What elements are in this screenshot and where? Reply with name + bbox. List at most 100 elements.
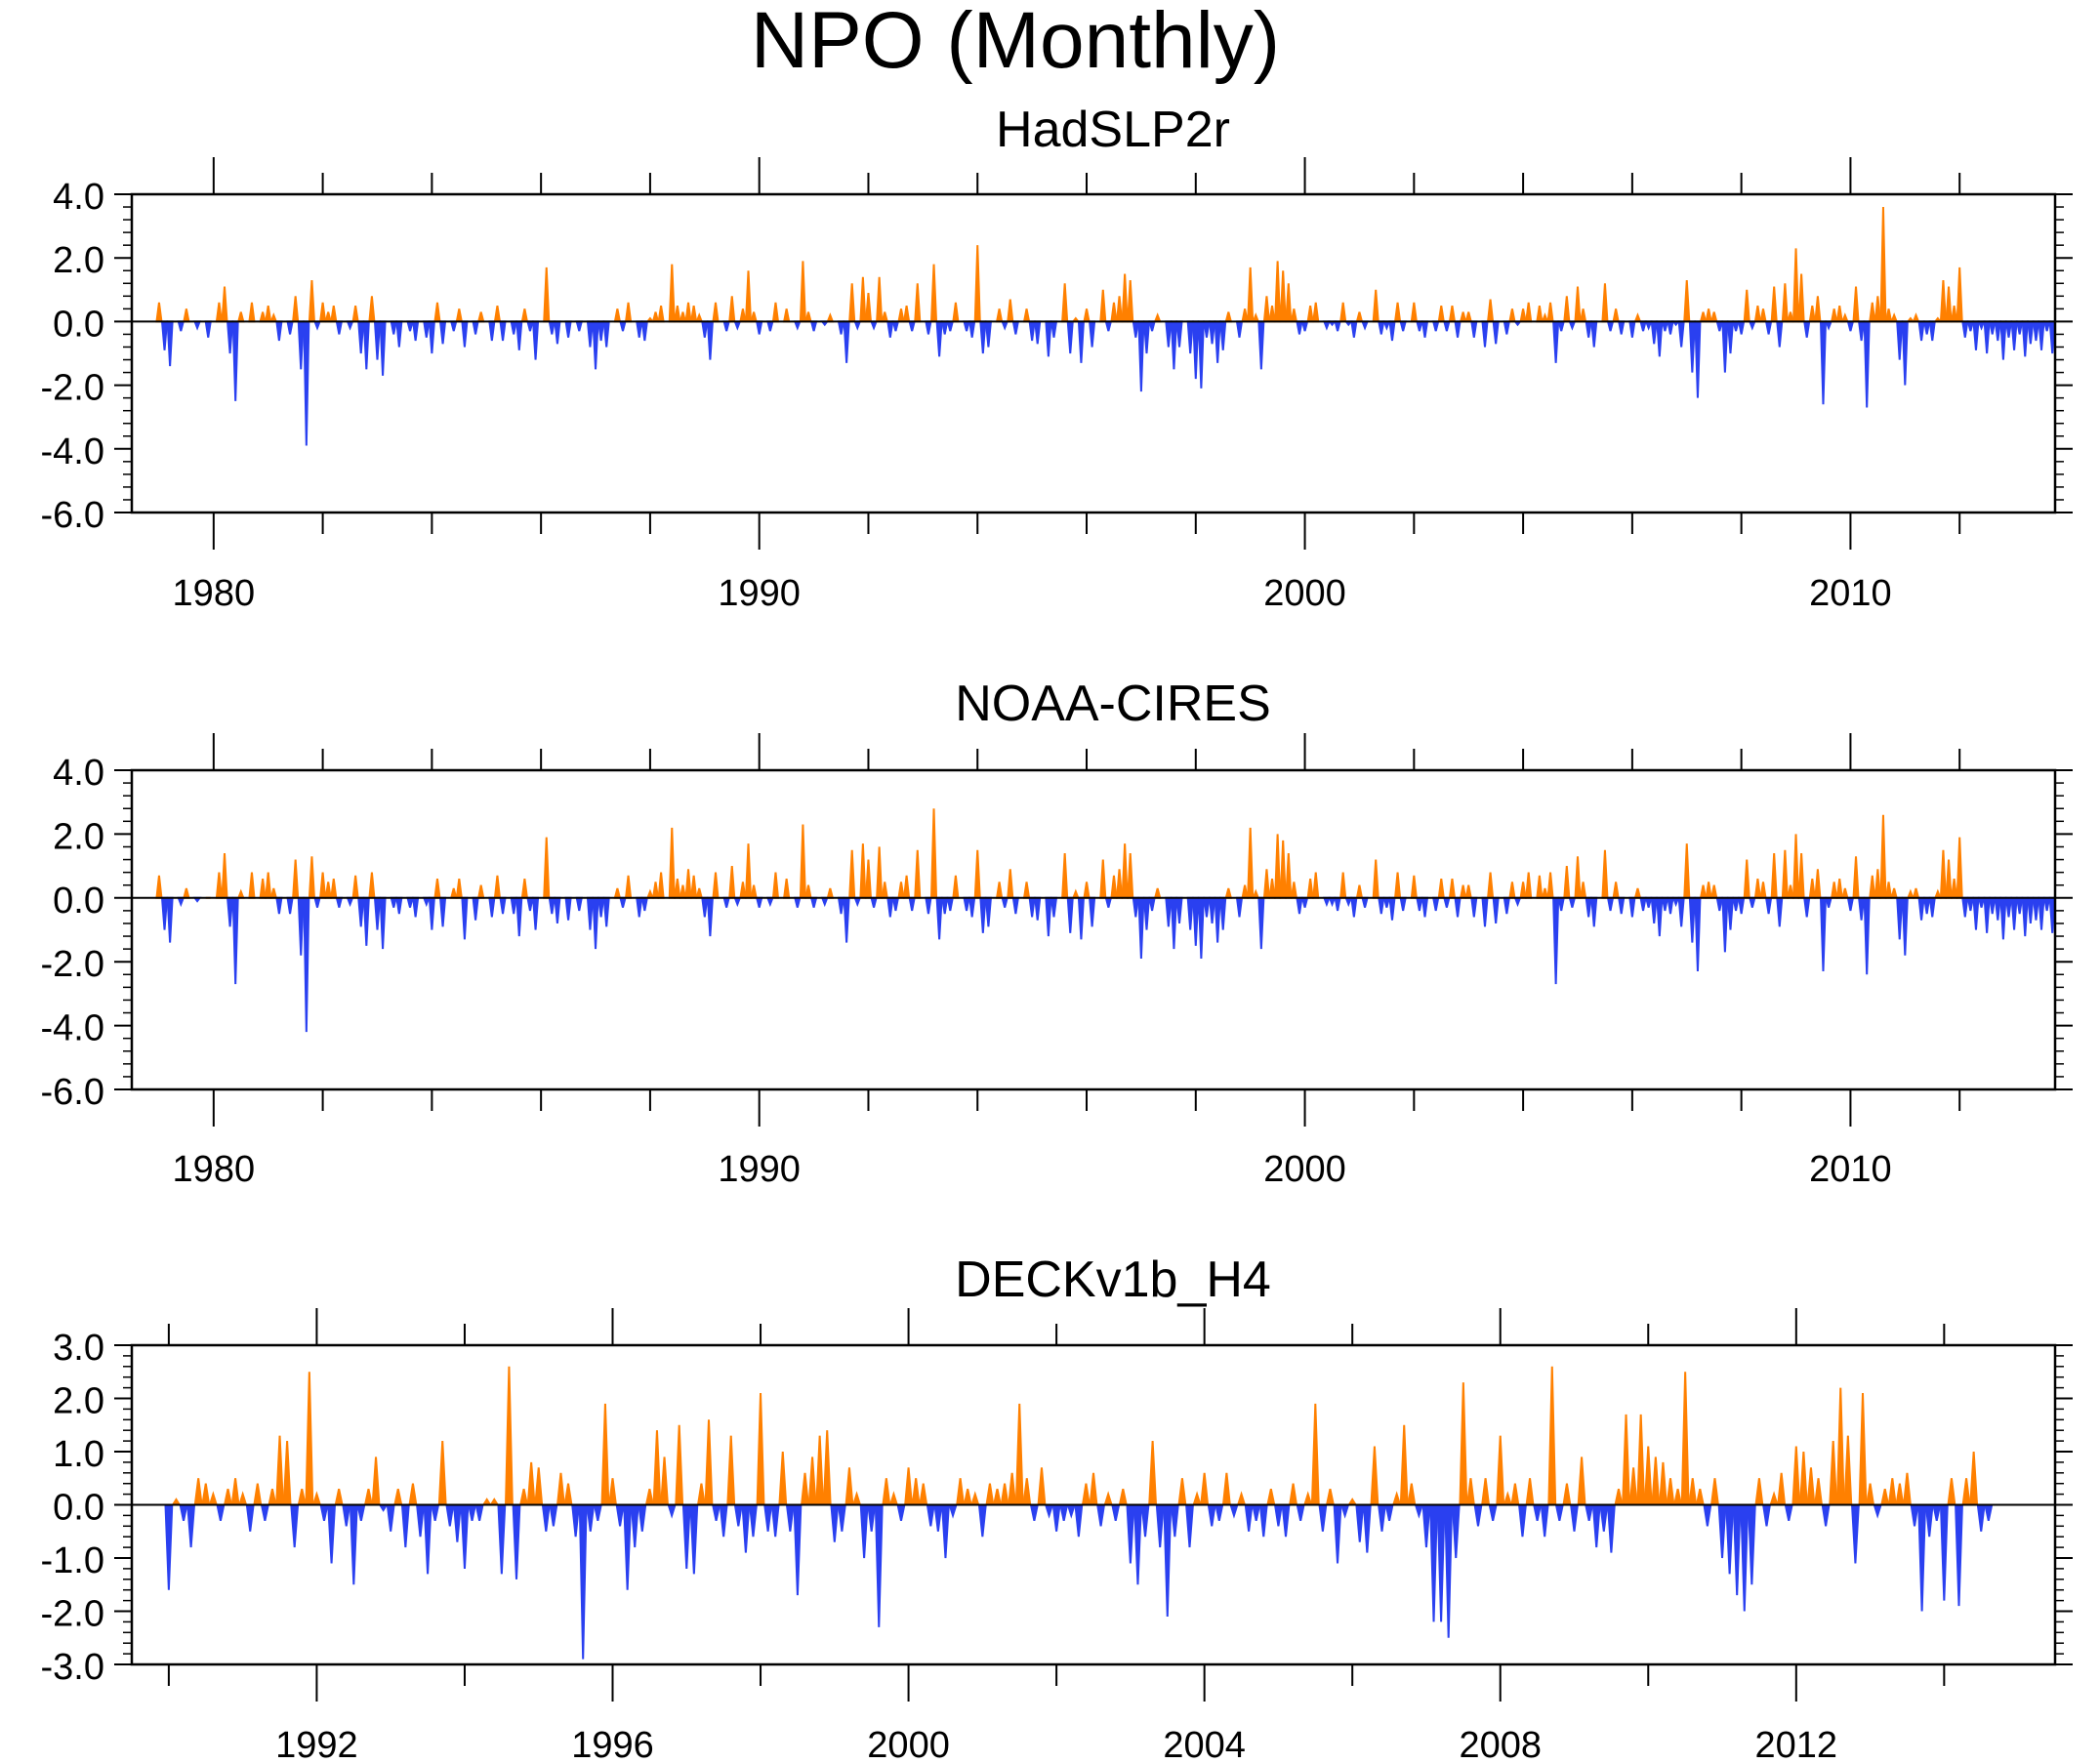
negative-area-mark [1703,1503,1712,1527]
negative-area-mark [1715,320,1724,332]
positive-area-mark [1852,856,1860,899]
negative-area-mark [395,320,403,348]
positive-area-mark [1781,283,1789,323]
negative-area-mark [748,1503,758,1538]
negative-area-mark [231,896,239,985]
negative-area-mark [554,320,561,345]
positive-area-mark [897,308,905,323]
positive-area-mark [1115,869,1124,899]
positive-area-mark [308,279,316,323]
negative-area-mark [275,896,283,915]
negative-area-mark [1503,896,1511,915]
negative-area-mark [2038,320,2045,350]
positive-area-mark [268,1488,277,1506]
y-tick-label: 2.0 [53,240,104,281]
positive-area-mark [864,292,873,323]
negative-area-mark [755,320,763,335]
y-tick-label: 0.0 [53,1488,104,1529]
negative-area-mark [313,896,321,908]
positive-area-mark [1508,308,1516,323]
negative-area-mark [1922,896,1931,915]
positive-area-mark [318,302,327,323]
negative-area-mark [1229,1503,1239,1519]
negative-area-mark [1148,320,1156,332]
negative-area-mark [1585,320,1592,338]
y-tick-label: 4.0 [53,177,104,218]
positive-area-mark [305,1372,314,1506]
negative-area-mark [1846,320,1855,332]
positive-area-mark [1865,1483,1875,1506]
positive-area-mark [1874,869,1881,899]
positive-area-mark [882,1478,891,1506]
positive-area-mark [712,872,720,899]
positive-area-mark [371,1456,381,1506]
negative-area-mark [1126,1503,1135,1564]
positive-area-mark [1547,1366,1557,1506]
positive-area-mark [1037,1467,1047,1506]
negative-area-mark [571,1503,581,1538]
negative-area-mark [1197,896,1205,959]
positive-area-mark [902,305,911,323]
negative-area-mark [578,1503,588,1660]
negative-area-mark [1599,1503,1609,1532]
negative-area-mark [1350,896,1358,918]
negative-area-mark [1540,1503,1549,1538]
negative-area-mark [1999,896,2007,940]
positive-area-mark [1410,875,1418,899]
negative-area-mark [160,896,169,930]
figure-title: NPO (Monthly) [750,0,1281,85]
positive-area-mark [1437,879,1445,899]
negative-area-mark [1355,1503,1365,1542]
negative-area-mark [564,320,572,338]
negative-area-mark [1617,320,1626,335]
negative-area-mark [1677,896,1685,927]
negative-area-mark [837,320,845,335]
panel-title: HadSLP2r [996,102,1230,158]
negative-area-mark [1917,320,1925,342]
positive-area-mark [1310,1403,1320,1506]
positive-area-mark [848,283,856,323]
positive-area-mark [183,308,190,323]
positive-area-mark [433,302,441,323]
positive-area-mark [1448,305,1457,323]
negative-area-mark [2010,896,2018,930]
negative-area-mark [1994,320,2001,342]
negative-area-mark [1994,896,2001,921]
positive-area-mark [826,887,835,899]
positive-area-mark [1759,882,1767,899]
positive-area-mark [1290,308,1298,323]
negative-area-mark [1999,320,2007,360]
positive-area-mark [684,302,692,323]
positive-area-mark [1895,1483,1905,1506]
negative-area-mark [1732,1503,1742,1596]
positive-area-mark [455,308,464,323]
negative-area-mark [1318,1503,1328,1532]
positive-area-mark [1153,887,1162,899]
negative-area-mark [1492,896,1500,924]
negative-area-mark [867,1503,877,1532]
positive-area-mark [782,879,791,899]
negative-area-mark [1976,1503,1986,1532]
negative-area-mark [1197,320,1205,389]
negative-area-mark [2015,320,2024,335]
positive-area-mark [1459,884,1467,899]
positive-area-mark [995,308,1004,323]
positive-area-mark [1510,1483,1520,1506]
negative-area-mark [1203,320,1211,338]
x-tick-label: 1990 [718,1149,801,1190]
negative-area-mark [1192,320,1200,380]
positive-area-mark [1787,884,1794,899]
positive-area-mark [330,879,338,899]
negative-area-mark [1901,320,1909,386]
positive-area-mark [914,849,922,899]
positive-area-mark [1266,1488,1276,1506]
positive-area-mark [297,1488,307,1506]
positive-area-mark [259,879,267,899]
negative-area-mark [411,320,420,342]
negative-area-mark [1429,1503,1438,1622]
negative-area-mark [940,320,949,335]
negative-area-mark [1726,896,1735,930]
positive-area-mark [1306,879,1314,899]
negative-area-mark [706,320,714,360]
positive-area-mark [1753,879,1762,899]
